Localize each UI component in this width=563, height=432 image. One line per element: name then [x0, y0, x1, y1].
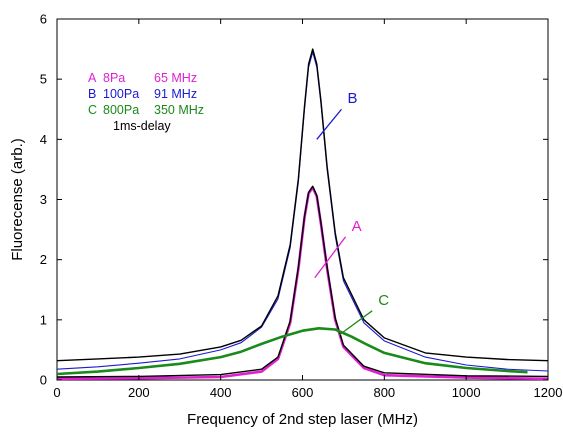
y-tick-label: 1: [40, 312, 47, 327]
series-line-c: [56, 326, 528, 376]
legend-label: B: [88, 87, 96, 101]
series-line-b: [56, 51, 549, 372]
legend-width: 65 MHz: [154, 71, 197, 85]
annotations: B A C: [314, 90, 389, 336]
x-tick-label: 200: [128, 385, 150, 400]
y-axis-title: Fluorecense (arb.): [9, 138, 26, 261]
legend-width: 350 MHz: [154, 103, 204, 117]
x-tick-label: 800: [373, 385, 395, 400]
annotation-pointer-c: [338, 310, 373, 336]
legend-label: A: [88, 71, 97, 85]
legend-pressure: 8Pa: [103, 71, 125, 85]
x-axis-title: Frequency of 2nd step laser (MHz): [187, 411, 418, 428]
axes-layer: 0 200 400 600 800 1000 1200 0 1 2 3 4 5 6: [40, 12, 563, 401]
plot-area: [56, 18, 549, 381]
x-tick-label: 400: [210, 385, 232, 400]
x-tick-label: 1000: [452, 385, 481, 400]
annotation-pointer-a: [314, 236, 347, 279]
plot-frame: [56, 18, 549, 381]
series-line-fit-b: [56, 48, 549, 362]
series-line-a: [56, 186, 549, 381]
annotation-label-a: A: [352, 218, 362, 235]
y-tick-label: 6: [40, 12, 47, 27]
legend-note: 1ms-delay: [113, 119, 171, 133]
annotation-pointer-b: [316, 108, 343, 140]
legend-entry-c: C 800Pa 350 MHz: [88, 103, 204, 117]
legend-label: C: [88, 103, 97, 117]
x-tick-label: 600: [292, 385, 314, 400]
y-tick-label: 3: [40, 192, 47, 207]
legend-pressure: 100Pa: [103, 87, 139, 101]
y-tick-label: 0: [40, 373, 47, 388]
series-layer: [56, 48, 549, 381]
annotation-label-b: B: [348, 90, 358, 107]
legend-entry-b: B 100Pa 91 MHz: [88, 87, 197, 101]
y-tick-label: 2: [40, 252, 47, 267]
legend-width: 91 MHz: [154, 87, 197, 101]
legend: A 8Pa 65 MHz B 100Pa 91 MHz C 800Pa 350 MHz 1ms-d…: [88, 71, 204, 133]
x-tick-label: 1200: [534, 385, 563, 400]
y-tick-label: 4: [40, 132, 47, 147]
legend-pressure: 800Pa: [103, 103, 139, 117]
series-line-fit-a: [56, 185, 549, 378]
annotation-label-c: C: [378, 292, 389, 309]
y-tick-label: 5: [40, 72, 47, 87]
legend-entry-a: A 8Pa 65 MHz: [88, 71, 197, 85]
x-tick-label: 0: [53, 385, 60, 400]
